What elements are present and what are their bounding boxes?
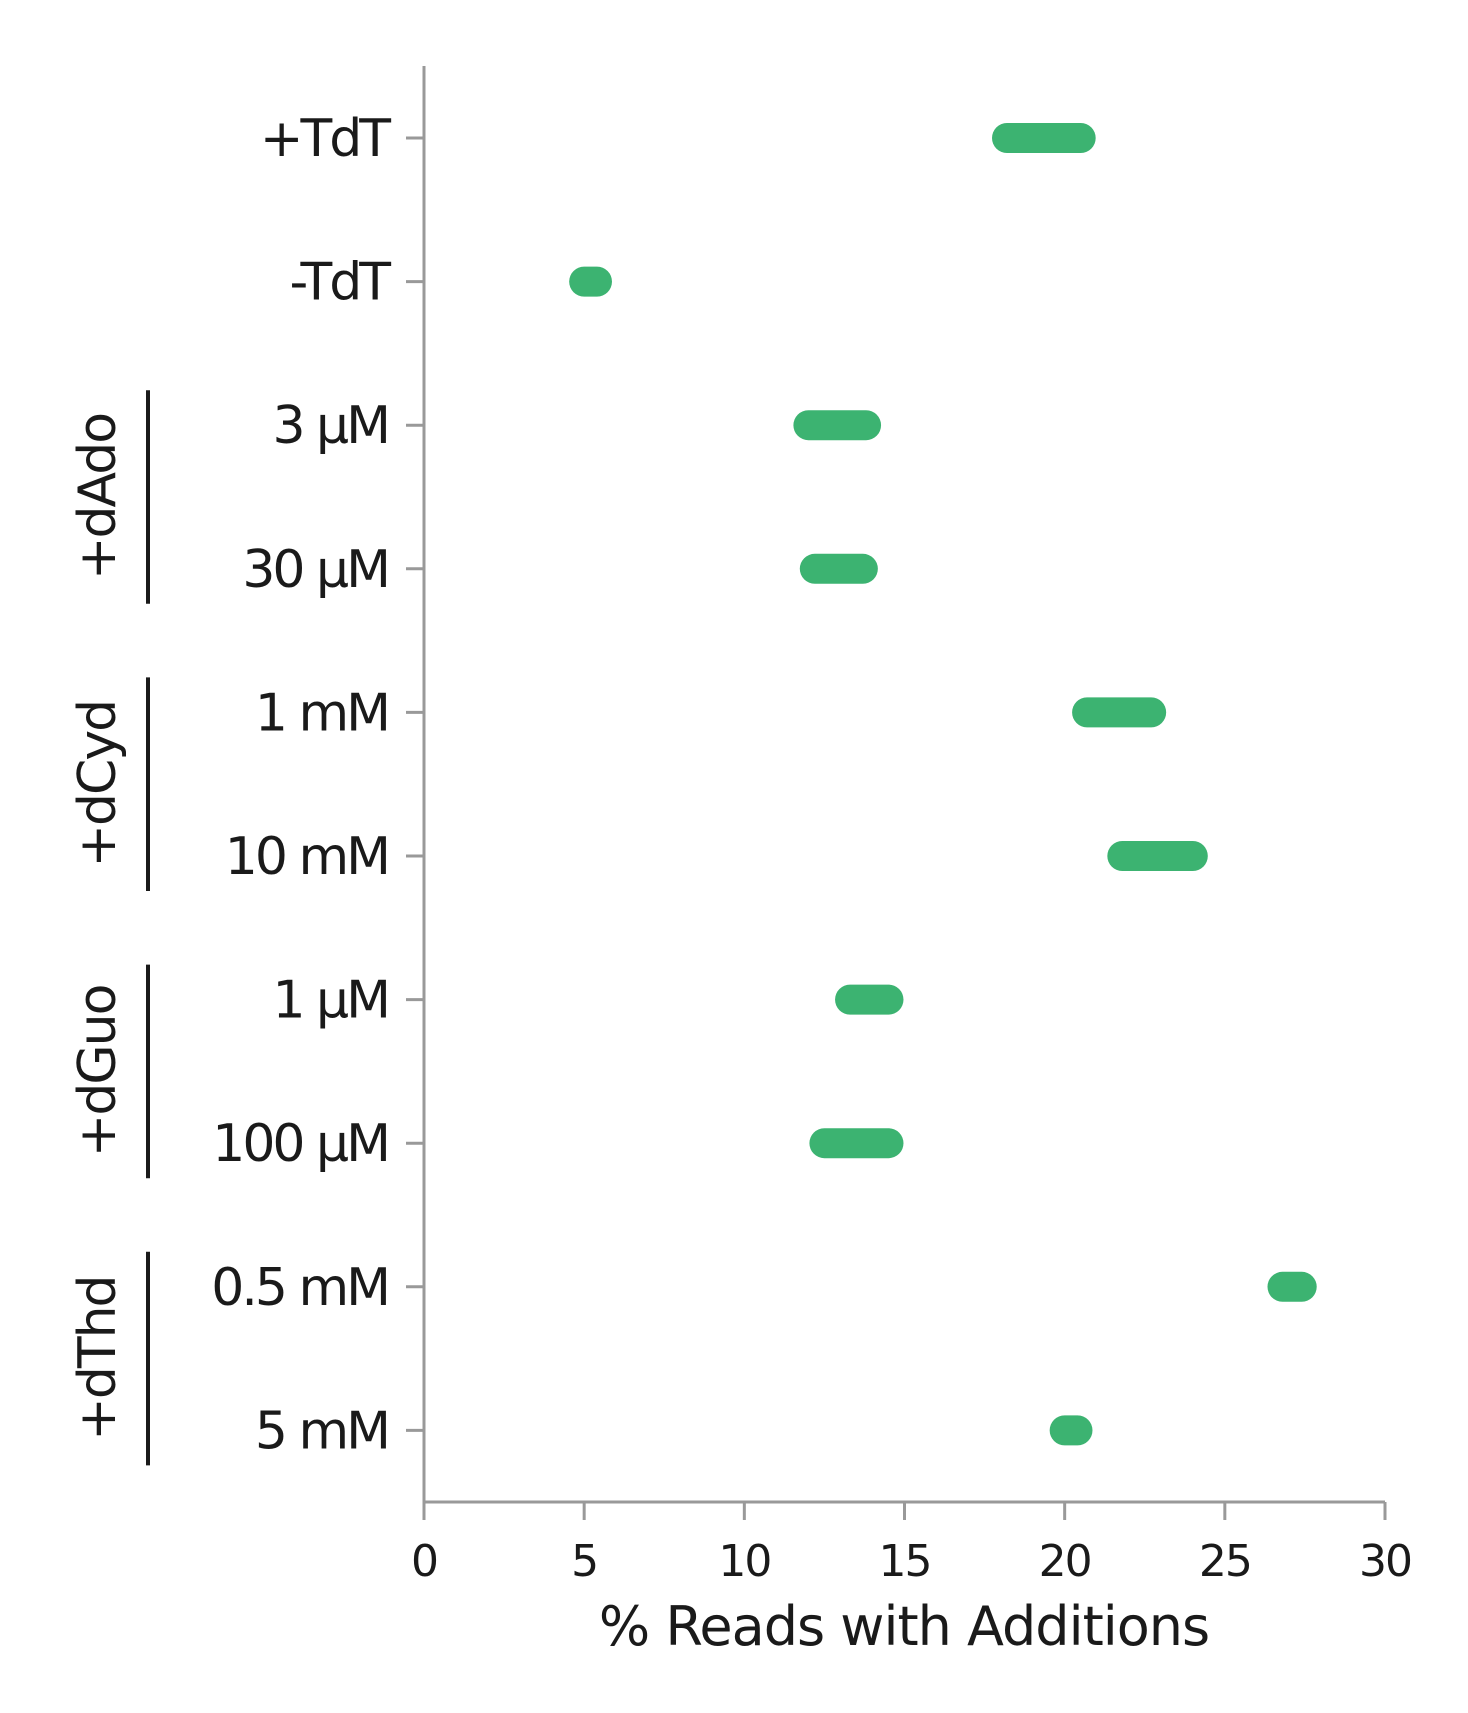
range-mark	[1049, 1415, 1093, 1446]
range-mark	[1107, 841, 1208, 871]
category-label: 0.5 mM	[211, 1258, 388, 1318]
axes	[422, 66, 1385, 1504]
category-label: +TdT	[260, 109, 391, 169]
range-mark	[992, 123, 1096, 153]
x-tick-label: 10	[718, 1536, 770, 1587]
category-label: 1 μM	[272, 971, 388, 1031]
group-label: +dCyd	[68, 701, 128, 868]
category-label: -TdT	[289, 253, 391, 313]
group-label: +dThd	[68, 1276, 128, 1440]
category-label: 3 μM	[272, 396, 388, 456]
group-brackets: +dAdo +dCyd +dGuo +dThd	[68, 390, 150, 1466]
range-mark	[1267, 1271, 1317, 1302]
group-label: +dAdo	[68, 414, 128, 580]
category-label: 30 μM	[242, 540, 388, 600]
x-tick-label: 15	[879, 1536, 931, 1587]
y-ticks: +TdT -TdT 3 μM 30 μM 1 mM 10 mM 1 μM 100 μM 0.5 …	[211, 109, 424, 1461]
data-marks	[569, 123, 1317, 1446]
category-label: 1 mM	[255, 683, 388, 743]
x-tick-label: 30	[1359, 1536, 1411, 1587]
x-axis-title: % Reads with Additions	[599, 1595, 1209, 1658]
range-mark	[793, 410, 882, 441]
range-mark	[1072, 697, 1167, 728]
range-mark	[569, 266, 612, 297]
range-mark	[799, 553, 878, 584]
range-mark	[835, 984, 904, 1015]
x-ticks: 0 5 10 15 20 25 30	[411, 1502, 1413, 1587]
category-label: 10 mM	[225, 827, 388, 887]
category-label: 5 mM	[255, 1401, 388, 1461]
x-tick-label: 20	[1039, 1536, 1091, 1587]
category-label: 100 μM	[212, 1114, 388, 1174]
x-tick-label: 25	[1199, 1536, 1251, 1587]
group-label: +dGuo	[68, 986, 128, 1158]
x-tick-label: 5	[571, 1536, 597, 1587]
x-tick-label: 0	[411, 1536, 437, 1587]
range-mark	[809, 1128, 904, 1159]
